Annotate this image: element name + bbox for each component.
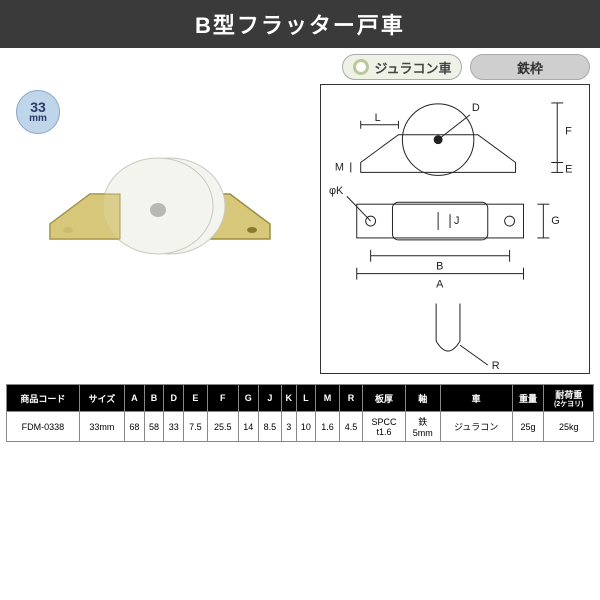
dim-M: M xyxy=(335,161,344,173)
cell-0-8: 8.5 xyxy=(258,412,282,442)
cell-0-4: 33 xyxy=(164,412,184,442)
cell-0-7: 14 xyxy=(238,412,258,442)
col-1: サイズ xyxy=(79,385,124,412)
cell-0-10: 10 xyxy=(296,412,316,442)
col-2: A xyxy=(124,385,144,412)
dim-A: A xyxy=(436,279,444,291)
dim-L: L xyxy=(375,112,381,124)
col-12: R xyxy=(339,385,363,412)
cell-0-17: 25kg xyxy=(544,412,594,442)
badge-frame-material: 鉄枠 xyxy=(470,54,590,80)
badge-wheel-material: ジュラコン車 xyxy=(342,54,462,80)
col-16: 重量 xyxy=(512,385,544,412)
mid-section: 33 mm xyxy=(0,80,600,374)
spec-table-wrap: 商品コードサイズABDEFGJKLMR板厚軸車重量耐荷重(2ケヨリ) FDM-0… xyxy=(0,374,600,442)
dim-G: G xyxy=(551,215,559,227)
size-value: 33 xyxy=(30,100,46,114)
dim-J: J xyxy=(454,215,459,227)
title-bar: B型フラッター戸車 xyxy=(0,0,600,48)
cell-0-2: 68 xyxy=(124,412,144,442)
col-5: E xyxy=(184,385,208,412)
product-illustration xyxy=(20,144,300,274)
table-row: FDM-033833mm6858337.525.5148.53101.64.5S… xyxy=(7,412,594,442)
cell-0-6: 25.5 xyxy=(207,412,238,442)
col-4: D xyxy=(164,385,184,412)
col-0: 商品コード xyxy=(7,385,80,412)
col-11: M xyxy=(316,385,340,412)
cell-0-9: 3 xyxy=(282,412,296,442)
dim-D: D xyxy=(472,102,480,114)
dim-E: E xyxy=(565,163,572,175)
cell-0-5: 7.5 xyxy=(184,412,208,442)
dim-F: F xyxy=(565,126,572,138)
col-3: B xyxy=(144,385,164,412)
cell-0-13: SPCCt1.6 xyxy=(363,412,406,442)
col-9: K xyxy=(282,385,296,412)
col-17: 耐荷重(2ケヨリ) xyxy=(544,385,594,412)
wheel-ring-icon xyxy=(352,58,370,76)
cell-0-16: 25g xyxy=(512,412,544,442)
col-8: J xyxy=(258,385,282,412)
dim-K: φK xyxy=(329,185,344,197)
size-disc: 33 mm xyxy=(16,90,60,134)
cell-0-11: 1.6 xyxy=(316,412,340,442)
badge-frame-label: 鉄枠 xyxy=(517,58,543,77)
col-7: G xyxy=(238,385,258,412)
cell-0-15: ジュラコン xyxy=(440,412,512,442)
col-15: 車 xyxy=(440,385,512,412)
dimension-diagram: D L M F E φK J G B A R xyxy=(320,84,590,374)
cell-0-1: 33mm xyxy=(79,412,124,442)
photo-area: 33 mm xyxy=(10,84,310,374)
badge-wheel-label: ジュラコン車 xyxy=(374,58,451,77)
cell-0-0: FDM-0338 xyxy=(7,412,80,442)
cell-0-3: 58 xyxy=(144,412,164,442)
spec-table: 商品コードサイズABDEFGJKLMR板厚軸車重量耐荷重(2ケヨリ) FDM-0… xyxy=(6,384,594,442)
dim-R: R xyxy=(492,360,500,372)
badge-row: ジュラコン車 鉄枠 xyxy=(0,48,600,80)
cell-0-12: 4.5 xyxy=(339,412,363,442)
size-unit: mm xyxy=(29,114,47,124)
col-13: 板厚 xyxy=(363,385,406,412)
dim-B: B xyxy=(436,261,443,273)
col-10: L xyxy=(296,385,316,412)
col-14: 軸 xyxy=(405,385,440,412)
col-6: F xyxy=(207,385,238,412)
cell-0-14: 鉄5mm xyxy=(405,412,440,442)
page-title: B型フラッター戸車 xyxy=(195,8,405,40)
